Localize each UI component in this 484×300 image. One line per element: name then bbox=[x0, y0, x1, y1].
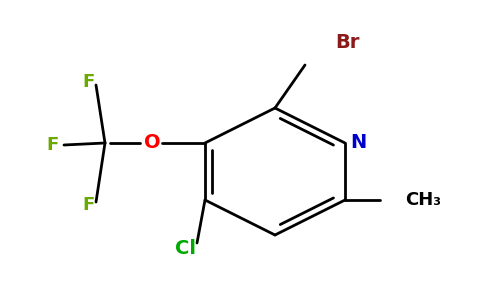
Text: F: F bbox=[82, 73, 94, 91]
Text: F: F bbox=[82, 196, 94, 214]
Text: O: O bbox=[144, 134, 160, 152]
Text: Br: Br bbox=[335, 32, 360, 52]
Text: F: F bbox=[46, 136, 58, 154]
Text: Cl: Cl bbox=[175, 238, 196, 257]
Text: N: N bbox=[350, 134, 366, 152]
Text: CH₃: CH₃ bbox=[405, 191, 441, 209]
